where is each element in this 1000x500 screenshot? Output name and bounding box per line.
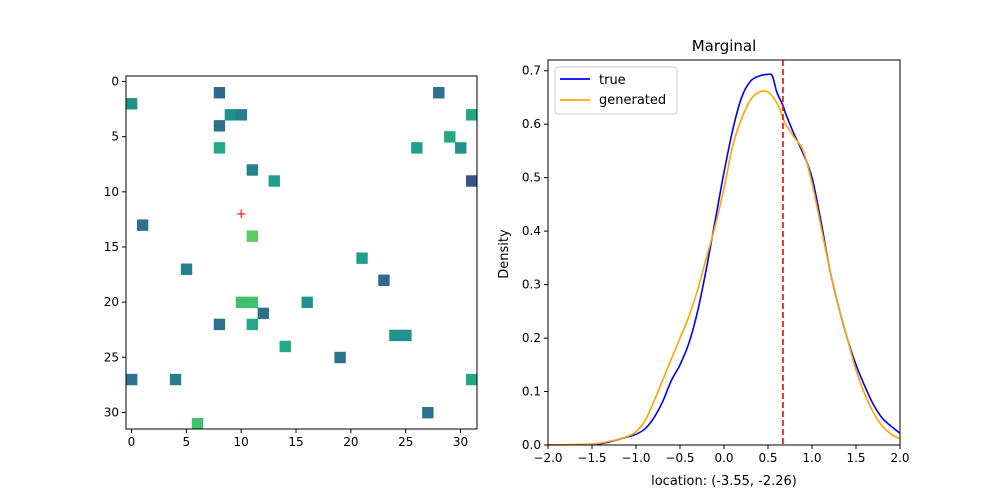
density-x-ticks: −2.0 −1.5 −1.0 −0.5 0.0 0.5 1.0 1.5 2.0 (533, 445, 910, 465)
legend-label-true: true (599, 73, 626, 88)
chart-title: Marginal (692, 37, 757, 55)
x-tick-label: −1.0 (621, 451, 650, 465)
x-tick-label: −0.5 (665, 451, 694, 465)
legend-label-generated: generated (599, 93, 666, 108)
heatmap-cell (411, 142, 423, 154)
y-tick-label: 5 (111, 130, 119, 144)
y-tick-label: 30 (104, 405, 119, 419)
x-tick-label: −1.5 (577, 451, 606, 465)
x-tick-label: 30 (453, 435, 468, 449)
heatmap-cell (213, 142, 226, 154)
heatmap-cell (444, 131, 456, 143)
legend: true generated (554, 66, 678, 115)
y-tick-label: 0.0 (522, 438, 541, 452)
y-tick-label: 0.6 (522, 117, 541, 131)
x-tick-label: 5 (183, 435, 191, 449)
heatmap-cell (246, 318, 259, 331)
heatmap-cell (268, 175, 280, 187)
heatmap-cell (246, 230, 259, 242)
y-tick-label: 0.3 (522, 278, 541, 292)
x-tick-label: 0 (128, 435, 136, 449)
x-tick-label: 25 (398, 435, 413, 449)
x-tick-label: 10 (234, 435, 249, 449)
heatmap-marker: + (236, 207, 247, 222)
heatmap-cell (334, 351, 346, 364)
heatmap-cell (301, 296, 313, 309)
y-tick-label: 20 (104, 295, 119, 309)
y-tick-label: 0.2 (522, 331, 541, 345)
y-tick-label: 0 (111, 75, 119, 89)
heatmap-cell (433, 87, 445, 99)
heatmap-x-ticks: 0 5 10 15 20 25 30 (128, 429, 468, 449)
y-tick-label: 15 (104, 240, 119, 254)
x-tick-label: −2.0 (533, 451, 562, 465)
x-tick-label: 0.0 (714, 451, 733, 465)
heatmap-cell (246, 164, 259, 176)
x-tick-label: 2.0 (890, 451, 909, 465)
heatmap-cell (257, 307, 269, 320)
heatmap-cell (136, 219, 149, 231)
heatmap-cell (235, 296, 248, 309)
heatmap-cell (455, 142, 467, 154)
y-tick-label: 0.7 (522, 64, 541, 78)
series-line-generated (548, 90, 900, 445)
heatmap-cell (356, 252, 368, 264)
heatmap-cell (224, 109, 237, 121)
heatmap-cell (279, 340, 291, 353)
y-tick-label: 0.5 (522, 171, 541, 185)
heatmap-panel: + 0 5 10 15 20 25 30 0 5 10 15 20 25 30 (104, 75, 478, 449)
heatmap-y-ticks: 0 5 10 15 20 25 30 (104, 75, 126, 419)
heatmap-cell (191, 417, 204, 430)
x-tick-label: 1.0 (802, 451, 821, 465)
heatmap-frame (125, 75, 478, 430)
y-tick-label: 10 (104, 185, 119, 199)
density-plot-area (548, 60, 900, 445)
y-tick-label: 25 (104, 350, 119, 364)
heatmap-cell (378, 274, 390, 286)
heatmap-cell (126, 98, 138, 110)
x-tick-label: 20 (343, 435, 358, 449)
x-tick-label: 0.5 (758, 451, 777, 465)
heatmap-cells (126, 87, 478, 430)
density-y-ticks: 0.0 0.1 0.2 0.3 0.4 0.5 0.6 0.7 (522, 64, 548, 452)
heatmap-cell (213, 318, 226, 331)
heatmap-cell (422, 406, 434, 419)
y-tick-label: 0.4 (522, 224, 541, 238)
heatmap-cell (466, 373, 478, 386)
heatmap-cell (466, 109, 478, 121)
heatmap-cell (126, 373, 138, 386)
heatmap-cell (213, 120, 226, 132)
heatmap-cell (400, 329, 412, 342)
marker-plus: + (236, 207, 247, 222)
x-axis-label: location: (-3.55, -2.26) (651, 474, 797, 489)
heatmap-cell (180, 263, 193, 275)
density-curves (548, 73, 900, 445)
heatmap-cell (246, 296, 259, 309)
x-tick-label: 15 (288, 435, 303, 449)
heatmap-cell (213, 87, 226, 99)
heatmap-cell (235, 109, 248, 121)
heatmap-cell (169, 373, 182, 386)
x-tick-label: 1.5 (846, 451, 865, 465)
y-tick-label: 0.1 (522, 385, 541, 399)
y-axis-label: Density (497, 229, 512, 279)
heatmap-cell (389, 329, 401, 342)
density-panel: Marginal −2.0 −1.5 −1.0 −0.5 0.0 0.5 1.0 1.5 2.0… (497, 37, 910, 489)
heatmap-cell (466, 175, 478, 187)
